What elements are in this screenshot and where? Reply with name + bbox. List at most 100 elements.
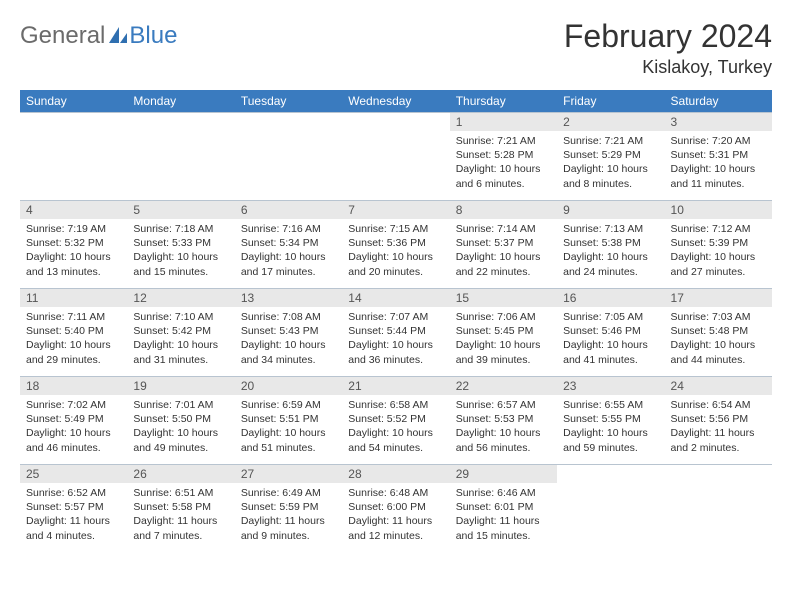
sail-icon [107,25,129,47]
day-number: 7 [342,201,449,219]
day-number: 8 [450,201,557,219]
calendar-week-row: 4Sunrise: 7:19 AMSunset: 5:32 PMDaylight… [20,201,772,289]
calendar-day-cell [557,465,664,553]
brand-logo: General Blue [20,22,177,50]
day-number: 20 [235,377,342,395]
month-title: February 2024 [564,18,772,55]
calendar-day-cell: 11Sunrise: 7:11 AMSunset: 5:40 PMDayligh… [20,289,127,377]
day-details: Sunrise: 6:52 AMSunset: 5:57 PMDaylight:… [20,483,127,547]
day-details: Sunrise: 7:10 AMSunset: 5:42 PMDaylight:… [127,307,234,371]
day-details: Sunrise: 7:13 AMSunset: 5:38 PMDaylight:… [557,219,664,283]
day-number: 29 [450,465,557,483]
calendar-day-cell: 3Sunrise: 7:20 AMSunset: 5:31 PMDaylight… [665,113,772,201]
day-number: 11 [20,289,127,307]
calendar-week-row: 11Sunrise: 7:11 AMSunset: 5:40 PMDayligh… [20,289,772,377]
day-details: Sunrise: 6:49 AMSunset: 5:59 PMDaylight:… [235,483,342,547]
weekday-header-row: SundayMondayTuesdayWednesdayThursdayFrid… [20,90,772,113]
calendar-week-row: 25Sunrise: 6:52 AMSunset: 5:57 PMDayligh… [20,465,772,553]
day-number: 2 [557,113,664,131]
day-details: Sunrise: 7:20 AMSunset: 5:31 PMDaylight:… [665,131,772,195]
day-details: Sunrise: 7:05 AMSunset: 5:46 PMDaylight:… [557,307,664,371]
calendar-day-cell: 17Sunrise: 7:03 AMSunset: 5:48 PMDayligh… [665,289,772,377]
weekday-header: Wednesday [342,90,449,113]
page-header: General Blue February 2024 Kislakoy, Tur… [20,18,772,78]
calendar-week-row: 1Sunrise: 7:21 AMSunset: 5:28 PMDaylight… [20,113,772,201]
day-details: Sunrise: 7:06 AMSunset: 5:45 PMDaylight:… [450,307,557,371]
day-details: Sunrise: 7:14 AMSunset: 5:37 PMDaylight:… [450,219,557,283]
weekday-header: Friday [557,90,664,113]
calendar-day-cell [665,465,772,553]
day-number: 4 [20,201,127,219]
day-number: 22 [450,377,557,395]
calendar-day-cell: 21Sunrise: 6:58 AMSunset: 5:52 PMDayligh… [342,377,449,465]
day-number: 19 [127,377,234,395]
calendar-day-cell: 24Sunrise: 6:54 AMSunset: 5:56 PMDayligh… [665,377,772,465]
day-details: Sunrise: 7:02 AMSunset: 5:49 PMDaylight:… [20,395,127,459]
day-details: Sunrise: 6:54 AMSunset: 5:56 PMDaylight:… [665,395,772,459]
day-number: 1 [450,113,557,131]
day-details: Sunrise: 7:03 AMSunset: 5:48 PMDaylight:… [665,307,772,371]
calendar-day-cell: 18Sunrise: 7:02 AMSunset: 5:49 PMDayligh… [20,377,127,465]
day-details: Sunrise: 7:19 AMSunset: 5:32 PMDaylight:… [20,219,127,283]
day-details: Sunrise: 7:07 AMSunset: 5:44 PMDaylight:… [342,307,449,371]
day-number: 12 [127,289,234,307]
weekday-header: Sunday [20,90,127,113]
day-number: 24 [665,377,772,395]
day-number: 23 [557,377,664,395]
calendar-page: General Blue February 2024 Kislakoy, Tur… [0,0,792,553]
day-number: 14 [342,289,449,307]
day-details: Sunrise: 7:21 AMSunset: 5:28 PMDaylight:… [450,131,557,195]
day-details: Sunrise: 7:18 AMSunset: 5:33 PMDaylight:… [127,219,234,283]
day-details: Sunrise: 6:57 AMSunset: 5:53 PMDaylight:… [450,395,557,459]
day-details: Sunrise: 7:01 AMSunset: 5:50 PMDaylight:… [127,395,234,459]
calendar-day-cell [235,113,342,201]
brand-part2: Blue [129,22,177,50]
day-number: 15 [450,289,557,307]
calendar-day-cell: 4Sunrise: 7:19 AMSunset: 5:32 PMDaylight… [20,201,127,289]
calendar-day-cell: 25Sunrise: 6:52 AMSunset: 5:57 PMDayligh… [20,465,127,553]
calendar-day-cell: 2Sunrise: 7:21 AMSunset: 5:29 PMDaylight… [557,113,664,201]
day-details: Sunrise: 6:46 AMSunset: 6:01 PMDaylight:… [450,483,557,547]
calendar-day-cell: 20Sunrise: 6:59 AMSunset: 5:51 PMDayligh… [235,377,342,465]
day-details: Sunrise: 7:16 AMSunset: 5:34 PMDaylight:… [235,219,342,283]
day-number: 18 [20,377,127,395]
day-details: Sunrise: 6:58 AMSunset: 5:52 PMDaylight:… [342,395,449,459]
day-number: 5 [127,201,234,219]
brand-part1: General [20,22,105,50]
day-number: 26 [127,465,234,483]
day-details: Sunrise: 6:51 AMSunset: 5:58 PMDaylight:… [127,483,234,547]
calendar-day-cell [20,113,127,201]
calendar-day-cell [342,113,449,201]
day-details: Sunrise: 6:55 AMSunset: 5:55 PMDaylight:… [557,395,664,459]
calendar-day-cell: 15Sunrise: 7:06 AMSunset: 5:45 PMDayligh… [450,289,557,377]
calendar-day-cell [127,113,234,201]
day-details: Sunrise: 7:15 AMSunset: 5:36 PMDaylight:… [342,219,449,283]
calendar-day-cell: 29Sunrise: 6:46 AMSunset: 6:01 PMDayligh… [450,465,557,553]
title-block: February 2024 Kislakoy, Turkey [564,18,772,78]
day-number: 28 [342,465,449,483]
day-details: Sunrise: 7:12 AMSunset: 5:39 PMDaylight:… [665,219,772,283]
calendar-day-cell: 26Sunrise: 6:51 AMSunset: 5:58 PMDayligh… [127,465,234,553]
weekday-header: Saturday [665,90,772,113]
calendar-day-cell: 9Sunrise: 7:13 AMSunset: 5:38 PMDaylight… [557,201,664,289]
day-number: 6 [235,201,342,219]
day-details: Sunrise: 6:59 AMSunset: 5:51 PMDaylight:… [235,395,342,459]
calendar-day-cell: 22Sunrise: 6:57 AMSunset: 5:53 PMDayligh… [450,377,557,465]
calendar-day-cell: 7Sunrise: 7:15 AMSunset: 5:36 PMDaylight… [342,201,449,289]
day-number: 3 [665,113,772,131]
calendar-day-cell: 6Sunrise: 7:16 AMSunset: 5:34 PMDaylight… [235,201,342,289]
day-number: 13 [235,289,342,307]
calendar-day-cell: 5Sunrise: 7:18 AMSunset: 5:33 PMDaylight… [127,201,234,289]
weekday-header: Monday [127,90,234,113]
day-number: 10 [665,201,772,219]
calendar-day-cell: 14Sunrise: 7:07 AMSunset: 5:44 PMDayligh… [342,289,449,377]
calendar-body: 1Sunrise: 7:21 AMSunset: 5:28 PMDaylight… [20,113,772,553]
day-number: 21 [342,377,449,395]
calendar-day-cell: 19Sunrise: 7:01 AMSunset: 5:50 PMDayligh… [127,377,234,465]
day-number: 27 [235,465,342,483]
calendar-day-cell: 16Sunrise: 7:05 AMSunset: 5:46 PMDayligh… [557,289,664,377]
calendar-day-cell: 10Sunrise: 7:12 AMSunset: 5:39 PMDayligh… [665,201,772,289]
day-details: Sunrise: 7:21 AMSunset: 5:29 PMDaylight:… [557,131,664,195]
calendar-day-cell: 12Sunrise: 7:10 AMSunset: 5:42 PMDayligh… [127,289,234,377]
day-details: Sunrise: 7:11 AMSunset: 5:40 PMDaylight:… [20,307,127,371]
